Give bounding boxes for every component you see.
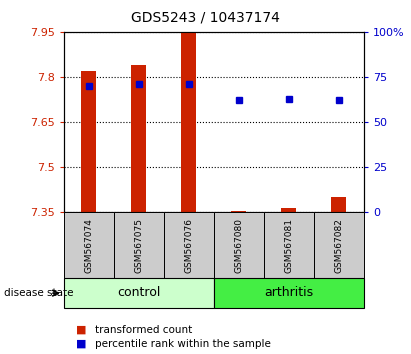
Text: ■: ■ (76, 325, 87, 335)
Text: GSM567080: GSM567080 (234, 218, 243, 273)
Text: ■: ■ (76, 339, 87, 349)
Bar (81, 71, 96, 212)
Text: GSM567075: GSM567075 (134, 218, 143, 273)
Bar (114, 212, 164, 278)
Text: GDS5243 / 10437174: GDS5243 / 10437174 (131, 11, 280, 25)
Bar (264, 212, 314, 278)
Bar (64, 212, 114, 278)
Bar (214, 278, 364, 308)
Text: GSM567082: GSM567082 (334, 218, 343, 273)
Text: GSM567081: GSM567081 (284, 218, 293, 273)
Text: GSM567074: GSM567074 (84, 218, 93, 273)
Text: percentile rank within the sample: percentile rank within the sample (95, 339, 270, 349)
Text: arthritis: arthritis (264, 286, 313, 299)
Bar (331, 198, 346, 212)
Text: control: control (117, 286, 160, 299)
Bar (164, 212, 214, 278)
Bar (64, 278, 214, 308)
Bar (314, 212, 364, 278)
Bar (131, 65, 146, 212)
Bar (214, 212, 264, 278)
Text: transformed count: transformed count (95, 325, 192, 335)
Text: GSM567076: GSM567076 (184, 218, 193, 273)
Bar (231, 211, 246, 212)
Bar (281, 208, 296, 212)
Text: disease state: disease state (4, 288, 74, 298)
Bar (181, 32, 196, 212)
